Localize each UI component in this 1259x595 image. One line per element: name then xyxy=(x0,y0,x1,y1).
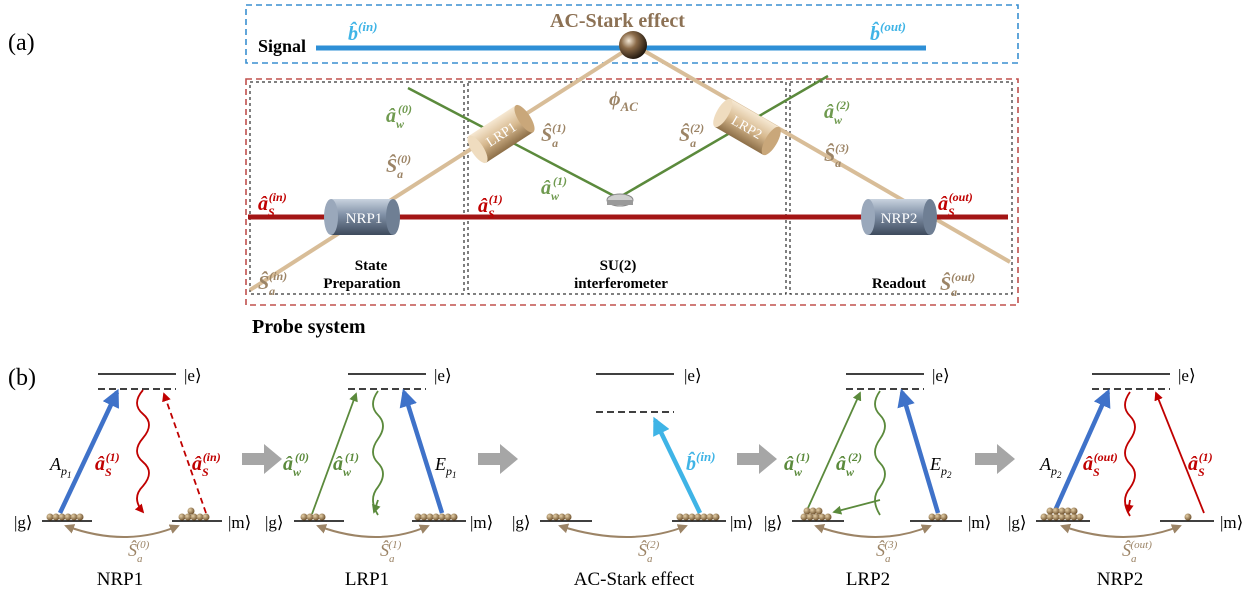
ket-m-4: |m⟩ xyxy=(968,513,991,532)
atoms-nrp1 xyxy=(46,507,210,521)
ket-e-4: |e⟩ xyxy=(932,366,950,385)
stage-arrow-3 xyxy=(737,444,777,474)
A-p2-label: Ap2 xyxy=(1039,454,1062,480)
nrp2-cylinder: NRP2 xyxy=(861,199,937,235)
aw0-label-b2: âw(0) xyxy=(283,450,309,479)
aw1-label-b4: âw(1) xyxy=(784,450,810,479)
Sa-out-label: Ŝa(out) xyxy=(940,270,975,299)
aS1-label: âS(1) xyxy=(478,192,503,221)
ac-stark-title: AC-Stark effect xyxy=(550,10,685,32)
stage-label-nrp2: NRP2 xyxy=(1097,569,1143,590)
E-p2-label: Ep2 xyxy=(929,454,952,480)
panel-b-label: (b) xyxy=(8,365,36,391)
stage-lrp2 xyxy=(792,373,962,538)
readout-label: Readout xyxy=(872,276,926,292)
ket-g-5: |g⟩ xyxy=(1008,513,1027,532)
Sa3-label-b4: Ŝa(3) xyxy=(876,539,898,565)
Sa1-label-b2: Ŝa(1) xyxy=(380,539,402,565)
probe-box xyxy=(245,78,1019,306)
ket-m-5: |m⟩ xyxy=(1220,513,1243,532)
ket-e-2: |e⟩ xyxy=(434,366,452,385)
su2-label-1: SU(2) xyxy=(600,258,637,274)
atoms-ac-stark xyxy=(546,513,720,521)
b-in-label: b̂(in) xyxy=(348,19,378,45)
ket-e-3: |e⟩ xyxy=(684,366,702,385)
Sa-in-label: Ŝa(in) xyxy=(258,269,287,298)
ac-stark-atom-icon xyxy=(619,31,647,59)
E-p1-label: Ep1 xyxy=(434,454,457,480)
aw2-label-b4: âw(2) xyxy=(836,450,862,479)
ket-g-3: |g⟩ xyxy=(512,513,531,532)
ket-e-5: |e⟩ xyxy=(1178,366,1196,385)
lrp2-cylinder: LRP2 xyxy=(713,98,781,156)
stage-label-nrp1: NRP1 xyxy=(97,569,143,590)
panel-a-label: (a) xyxy=(8,30,35,56)
aS-out-label-b5: âS(out) xyxy=(1083,450,1118,479)
atoms-lrp1 xyxy=(300,513,458,521)
Sa3-label: Ŝa(3) xyxy=(824,141,849,170)
b-out-label: b̂(out) xyxy=(870,19,906,45)
stage-arrow-4 xyxy=(975,444,1015,474)
stage-lrp1 xyxy=(294,373,466,538)
atoms-nrp2 xyxy=(1040,507,1192,521)
aw1-label-b2: âw(1) xyxy=(333,450,359,479)
readout-box xyxy=(789,81,1013,295)
atoms-lrp2 xyxy=(800,507,948,521)
signal-label: Signal xyxy=(258,36,306,56)
state-prep-label-2: Preparation xyxy=(323,276,401,292)
state-prep-label-1: State xyxy=(355,258,388,274)
Sa-out-label-b5: Ŝa(out) xyxy=(1122,539,1152,565)
ket-g-4: |g⟩ xyxy=(764,513,783,532)
aS-out-label: âS(out) xyxy=(938,190,973,219)
svg-text:NRP2: NRP2 xyxy=(881,211,918,227)
svg-text:NRP1: NRP1 xyxy=(346,211,383,227)
write-beam-out xyxy=(617,74,829,200)
state-prep-box xyxy=(249,81,465,295)
signal-box xyxy=(245,4,1019,64)
mirror-base xyxy=(607,200,633,205)
aS1-label-b5: âS(1) xyxy=(1188,450,1213,479)
aS1-label-b1: âS(1) xyxy=(95,450,120,479)
ket-e-1: |e⟩ xyxy=(184,366,202,385)
aS-in-label: âS(in) xyxy=(258,190,287,219)
aw2-label: âw(2) xyxy=(824,98,850,127)
phi-ac-label: ϕAC xyxy=(609,88,638,114)
ket-m-1: |m⟩ xyxy=(228,513,251,532)
spin-beam-out xyxy=(633,43,1011,264)
stage-nrp2 xyxy=(1036,373,1214,538)
stage-label-lrp1: LRP1 xyxy=(345,569,389,590)
A-p1-label: Ap1 xyxy=(49,454,72,480)
ket-m-2: |m⟩ xyxy=(470,513,493,532)
Sa0-label: Ŝa(0) xyxy=(386,152,411,181)
probe-system-label: Probe system xyxy=(252,316,366,338)
su2-box xyxy=(467,81,787,295)
stage-label-ac-stark: AC-Stark effect xyxy=(574,569,695,590)
Sa0-label-b1: Ŝa(0) xyxy=(128,539,150,565)
spin-beam-in xyxy=(248,43,636,292)
stage-label-lrp2: LRP2 xyxy=(846,569,890,590)
stage-ac-stark xyxy=(540,373,726,538)
stage-arrow-2 xyxy=(478,444,518,474)
su2-label-2: interferometer xyxy=(574,276,668,292)
Sa2-label-b3: Ŝa(2) xyxy=(638,539,660,565)
ket-g-2: |g⟩ xyxy=(265,513,284,532)
nrp1-cylinder: NRP1 xyxy=(324,199,400,235)
Sa2-label: Ŝa(2) xyxy=(679,121,704,150)
ket-g-1: |g⟩ xyxy=(14,513,33,532)
ket-m-3: |m⟩ xyxy=(730,513,753,532)
Sa1-label: Ŝa(1) xyxy=(541,121,566,150)
stage-nrp1 xyxy=(42,373,222,538)
b-in-label-b3: b̂(in) xyxy=(686,449,716,475)
aS-in-label-b1: âS(in) xyxy=(192,450,221,479)
aw0-label: âw(0) xyxy=(386,102,412,131)
stage-arrow-1 xyxy=(242,444,282,474)
aw1-label: âw(1) xyxy=(541,174,567,203)
